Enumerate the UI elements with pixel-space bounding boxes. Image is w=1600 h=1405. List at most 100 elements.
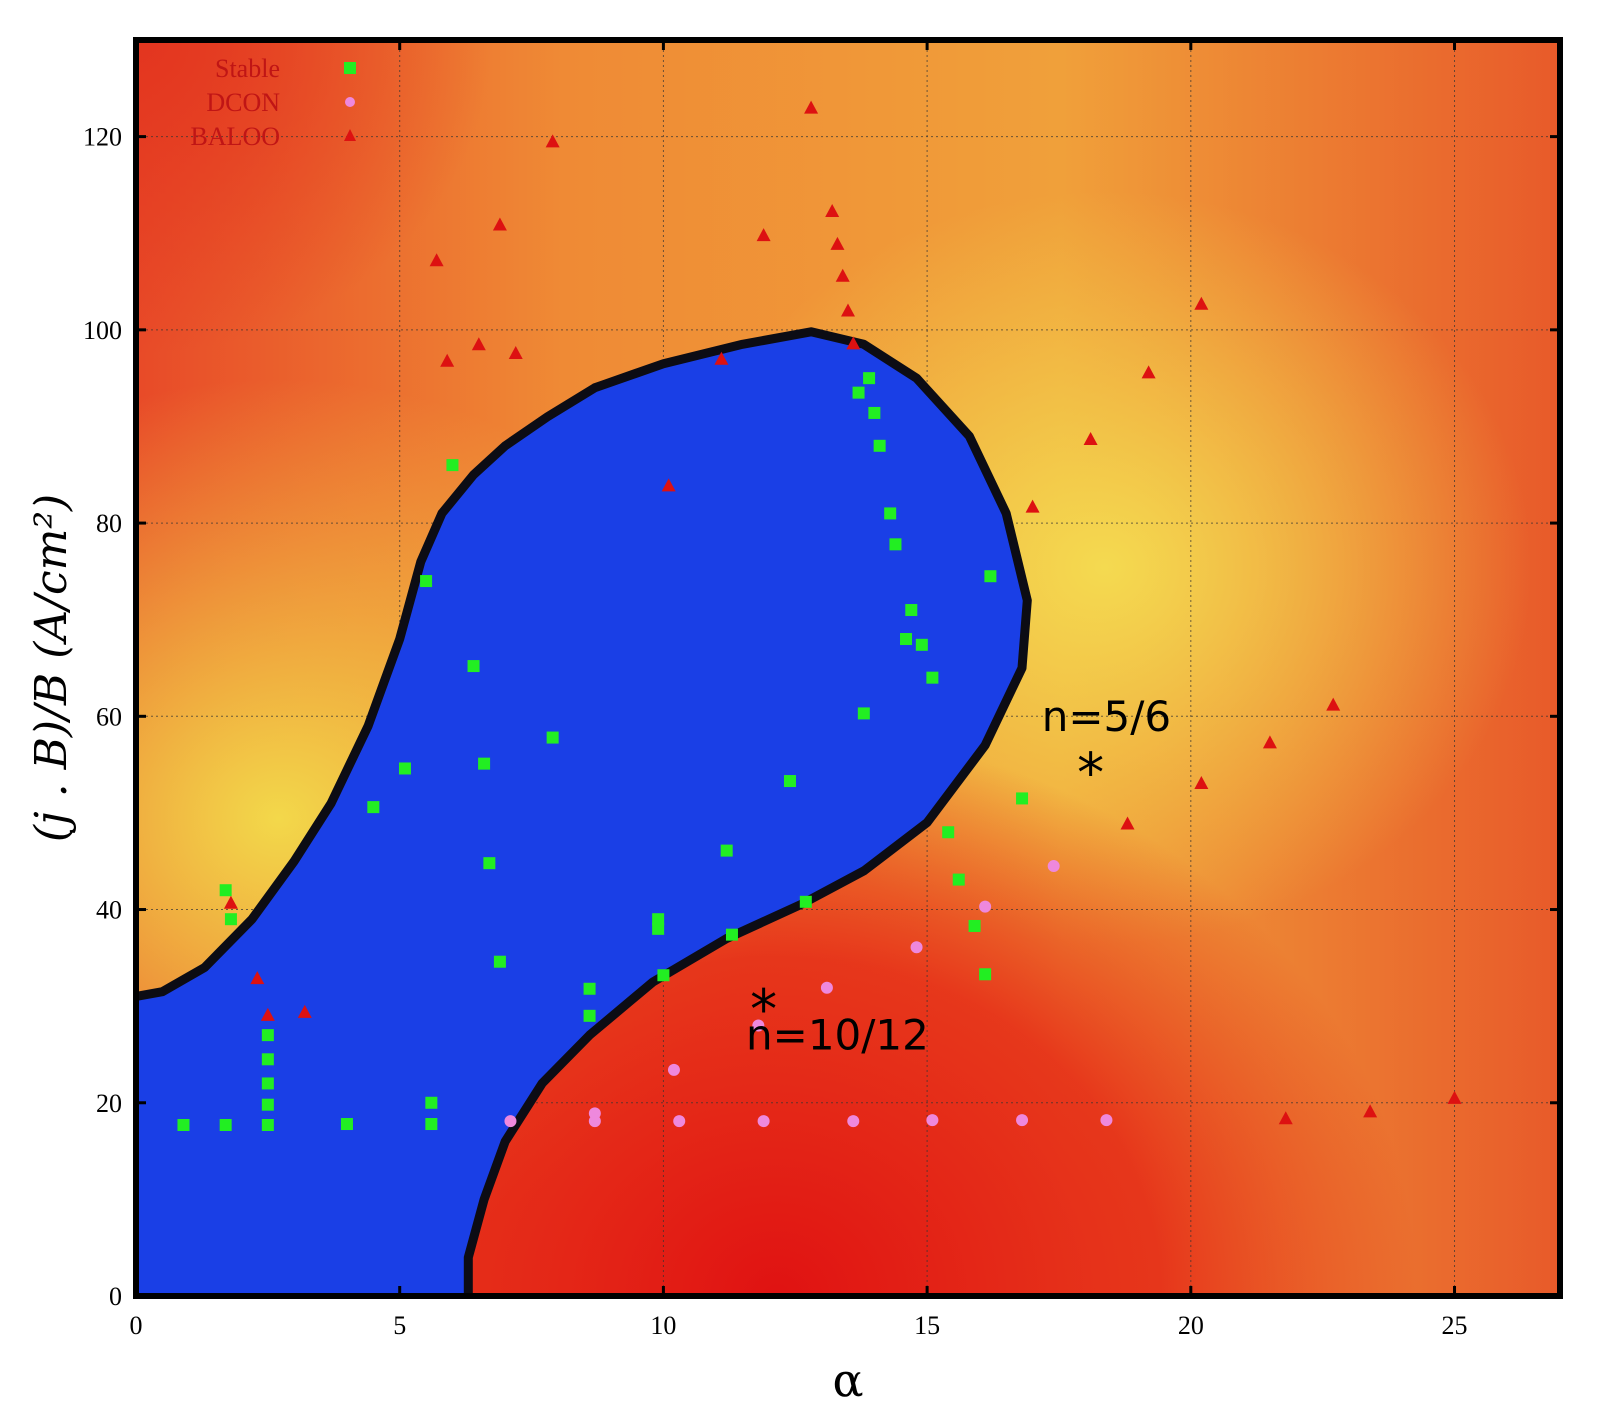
baloo-point bbox=[1194, 775, 1209, 789]
baloo-point bbox=[545, 134, 560, 148]
baloo-point bbox=[508, 346, 523, 359]
dcon-point bbox=[588, 1115, 601, 1128]
stable-point bbox=[219, 1118, 232, 1131]
baloo-point bbox=[1120, 816, 1135, 830]
baloo-point bbox=[1083, 431, 1098, 445]
stable-point bbox=[261, 1077, 274, 1090]
baloo-point bbox=[250, 971, 265, 985]
stability-boundary bbox=[136, 327, 1032, 1296]
baloo-point bbox=[1326, 697, 1341, 711]
stable-point bbox=[446, 459, 459, 472]
stable-point bbox=[652, 922, 665, 935]
stable-point bbox=[926, 671, 939, 684]
stable-point bbox=[857, 707, 870, 720]
stable-point bbox=[984, 570, 997, 583]
stable-point bbox=[367, 801, 380, 814]
annotation-label: n=10/12 bbox=[746, 1011, 929, 1060]
dcon-point bbox=[1047, 860, 1060, 873]
stable-point bbox=[261, 1118, 274, 1131]
stable-point bbox=[224, 913, 237, 926]
stable-point bbox=[483, 857, 496, 870]
baloo-point bbox=[260, 1007, 275, 1021]
annotation-label: n=5/6 bbox=[1042, 692, 1171, 741]
stable-point bbox=[889, 538, 902, 551]
y-tick-label: 0 bbox=[109, 1282, 122, 1311]
dcon-point bbox=[1100, 1114, 1113, 1127]
baloo-point bbox=[1262, 735, 1277, 749]
asterisk-marker: * bbox=[1077, 741, 1104, 804]
stable-region-fill bbox=[136, 331, 1028, 1296]
baloo-point bbox=[1194, 296, 1209, 310]
baloo-point bbox=[841, 303, 855, 317]
baloo-point bbox=[440, 353, 455, 367]
stable-point bbox=[799, 895, 812, 908]
stable-point bbox=[868, 406, 881, 419]
baloo-point bbox=[825, 203, 840, 217]
stable-point bbox=[915, 638, 928, 651]
baloo-point bbox=[297, 1004, 312, 1018]
dcon-point bbox=[847, 1115, 860, 1128]
stable-point bbox=[783, 775, 796, 788]
dcon-point bbox=[910, 941, 923, 954]
baloo-point bbox=[804, 100, 819, 114]
stable-point bbox=[852, 386, 865, 399]
stable-point bbox=[863, 372, 876, 385]
stable-point bbox=[725, 928, 738, 941]
legend: Stable DCON BALOO bbox=[190, 54, 356, 151]
y-tick-label: 60 bbox=[96, 702, 122, 731]
x-tick-label: 15 bbox=[914, 1311, 940, 1340]
stable-point bbox=[873, 439, 886, 452]
stable-point bbox=[583, 982, 596, 995]
stable-point bbox=[979, 968, 992, 981]
data-points bbox=[177, 100, 1462, 1131]
baloo-point bbox=[661, 478, 676, 492]
y-axis-label: (j . B)/B (A/cm²) bbox=[26, 494, 77, 842]
y-tick-label: 20 bbox=[96, 1089, 122, 1118]
y-tick-label: 40 bbox=[96, 896, 122, 925]
annotations: n=5/6*n=10/12* bbox=[746, 692, 1171, 1060]
stable-region bbox=[136, 327, 1032, 1296]
legend-label: BALOO bbox=[190, 122, 280, 151]
baloo-point bbox=[835, 268, 850, 282]
stable-point bbox=[261, 1029, 274, 1042]
plot-frame bbox=[133, 37, 1563, 1299]
dcon-point bbox=[504, 1115, 517, 1128]
baloo-point bbox=[1363, 1104, 1378, 1118]
baloo-point bbox=[492, 217, 507, 231]
legend-label: Stable bbox=[215, 54, 280, 83]
legend-label: DCON bbox=[206, 88, 280, 117]
y-tick-label: 120 bbox=[83, 123, 122, 152]
legend-marker-dcon bbox=[345, 97, 355, 107]
stable-point bbox=[657, 969, 670, 982]
baloo-point bbox=[1141, 365, 1156, 379]
y-tick-label: 80 bbox=[96, 509, 122, 538]
stable-point bbox=[261, 1053, 274, 1066]
stable-point bbox=[884, 507, 897, 520]
dcon-point bbox=[757, 1115, 770, 1128]
x-tick-label: 10 bbox=[650, 1311, 676, 1340]
baloo-point bbox=[429, 253, 444, 267]
stable-point bbox=[177, 1118, 190, 1131]
y-tick-label: 100 bbox=[83, 316, 122, 345]
x-tick-label: 5 bbox=[393, 1311, 406, 1340]
x-axis-label: α bbox=[832, 1353, 863, 1400]
stable-point bbox=[467, 660, 480, 673]
dcon-point bbox=[926, 1114, 939, 1127]
stable-point bbox=[900, 633, 913, 646]
axis-ticks: 0 5 10 15 20 25 0 20 40 60 80 100 120 bbox=[83, 40, 1560, 1340]
x-tick-label: 20 bbox=[1178, 1311, 1204, 1340]
dcon-point bbox=[820, 981, 833, 994]
stable-point bbox=[420, 575, 433, 588]
stable-point bbox=[425, 1118, 438, 1131]
baloo-point bbox=[830, 236, 845, 250]
x-tick-label: 0 bbox=[130, 1311, 143, 1340]
dcon-point bbox=[667, 1063, 680, 1076]
stable-point bbox=[942, 826, 955, 839]
baloo-point bbox=[756, 228, 771, 242]
stable-point bbox=[583, 1009, 596, 1022]
x-tick-label: 25 bbox=[1442, 1311, 1468, 1340]
baloo-point bbox=[1025, 499, 1040, 513]
stable-point bbox=[219, 884, 232, 897]
